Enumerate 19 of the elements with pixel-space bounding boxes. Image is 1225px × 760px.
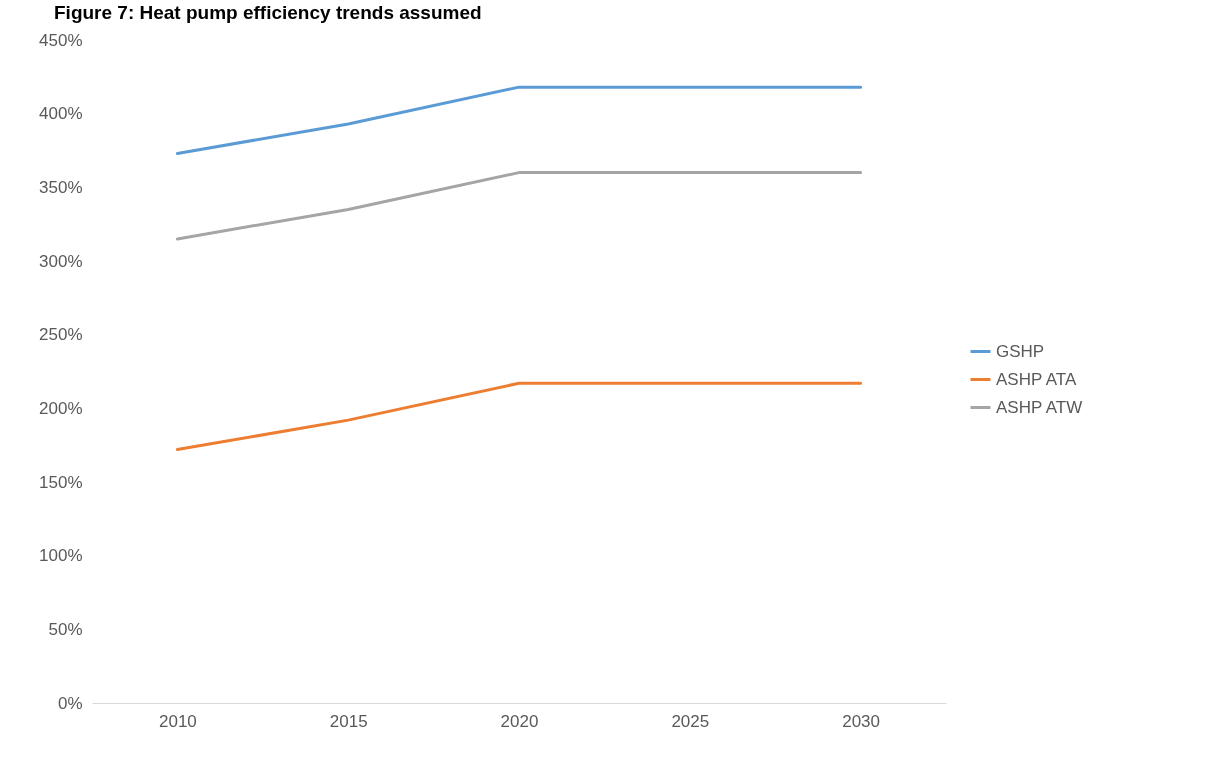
y-tick-label: 150% — [39, 472, 83, 492]
x-tick-label: 2020 — [500, 711, 539, 731]
x-tick-label: 2015 — [329, 711, 368, 731]
y-tick-label: 200% — [39, 398, 83, 418]
legend-label: ASHP ATW — [996, 397, 1083, 417]
y-tick-label: 350% — [39, 177, 83, 197]
x-tick-label: 2010 — [158, 711, 197, 731]
y-tick-label: 250% — [39, 325, 83, 345]
legend-label: ASHP ATA — [996, 369, 1077, 389]
y-tick-label: 450% — [39, 30, 83, 50]
x-tick-label: 2030 — [842, 711, 881, 731]
y-tick-label: 100% — [39, 546, 83, 566]
chart-title: Figure 7: Heat pump efficiency trends assumed — [54, 2, 482, 23]
y-tick-label: 400% — [39, 104, 83, 124]
x-tick-label: 2025 — [671, 711, 710, 731]
y-tick-label: 0% — [57, 693, 83, 713]
y-tick-label: 50% — [48, 619, 83, 639]
y-tick-label: 300% — [39, 251, 83, 271]
legend-label: GSHP — [996, 341, 1045, 361]
